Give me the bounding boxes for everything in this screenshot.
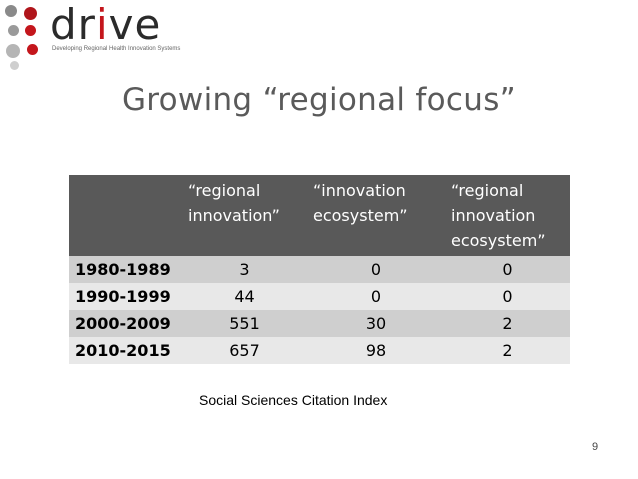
- table-cell: 2: [445, 337, 570, 364]
- logo-dot-icon: [25, 25, 36, 36]
- table-cell-period: 2000-2009: [69, 310, 182, 337]
- table-cell: 98: [307, 337, 445, 364]
- slide-title: Growing “regional focus”: [121, 82, 517, 118]
- citation-table: “regional innovation” “innovation ecosys…: [69, 175, 570, 364]
- logo-wordmark: drive: [50, 0, 162, 49]
- logo-dot-icon: [24, 7, 37, 20]
- table-header-row: “regional innovation” “innovation ecosys…: [69, 175, 570, 256]
- logo-dot-icon: [27, 44, 38, 55]
- table-row: 1990-1999 44 0 0: [69, 283, 570, 310]
- logo-dot-icon: [5, 5, 17, 17]
- table-header-cell: [69, 175, 182, 256]
- table-cell: 0: [307, 283, 445, 310]
- table-cell: 0: [307, 256, 445, 283]
- logo-dot-icon: [8, 25, 19, 36]
- table-row: 2010-2015 657 98 2: [69, 337, 570, 364]
- table-cell: 551: [182, 310, 307, 337]
- table-cell: 0: [445, 256, 570, 283]
- table-header-cell: “regional innovation”: [182, 175, 307, 256]
- drive-logo: drive Developing Regional Health Innovat…: [0, 0, 180, 70]
- page-number: 9: [592, 441, 599, 453]
- logo-dot-icon: [6, 44, 20, 58]
- table-cell-period: 2010-2015: [69, 337, 182, 364]
- table-row: 1980-1989 3 0 0: [69, 256, 570, 283]
- table-cell: 30: [307, 310, 445, 337]
- table-caption: Social Sciences Citation Index: [199, 392, 388, 408]
- table-cell: 2: [445, 310, 570, 337]
- table-cell-period: 1980-1989: [69, 256, 182, 283]
- table-cell: 3: [182, 256, 307, 283]
- table-header-cell: “innovation ecosystem”: [307, 175, 445, 256]
- logo-tagline: Developing Regional Health Innovation Sy…: [52, 46, 181, 52]
- table-row: 2000-2009 551 30 2: [69, 310, 570, 337]
- table-cell: 0: [445, 283, 570, 310]
- logo-dot-icon: [10, 61, 19, 70]
- table-header-cell: “regional innovation ecosystem”: [445, 175, 570, 256]
- table-cell: 44: [182, 283, 307, 310]
- table-cell-period: 1990-1999: [69, 283, 182, 310]
- table-cell: 657: [182, 337, 307, 364]
